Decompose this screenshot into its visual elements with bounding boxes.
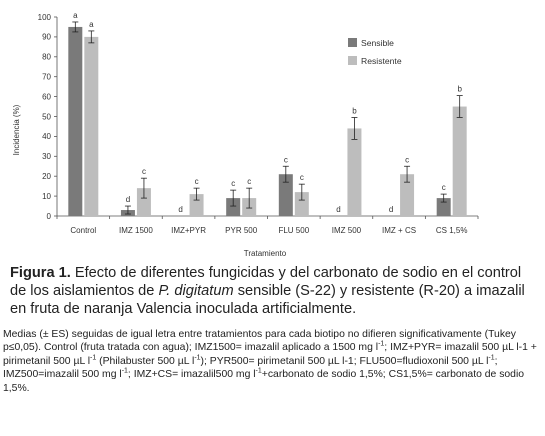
x-axis: Control IMZ 1500 IMZ+PYR PYR 500 FLU 500 IMZ …	[56, 215, 479, 235]
x-axis-label: Tratamiento	[244, 249, 287, 258]
bars: a d d c c d d c a c c c c b c b	[68, 11, 467, 217]
legend-label: Sensible	[361, 38, 394, 48]
y-tick-label: 80	[42, 53, 51, 62]
x-tick-label: IMZ + CS	[382, 226, 416, 235]
significance-letter: c	[300, 173, 304, 182]
significance-letter: a	[73, 11, 78, 20]
significance-letter: c	[442, 183, 446, 192]
figure-notes: Medias (± ES) seguidas de igual letra en…	[3, 328, 539, 395]
legend-swatch	[348, 38, 357, 47]
y-tick-label: 60	[42, 92, 51, 101]
significance-letter: d	[389, 205, 393, 214]
x-tick-label: FLU 500	[278, 226, 309, 235]
legend-swatch	[348, 56, 357, 65]
x-tick-label: IMZ 1500	[119, 226, 153, 235]
y-tick-label: 20	[42, 172, 51, 181]
significance-letter: c	[284, 155, 288, 164]
notes-text-3: (Philabuster 500 µL l	[96, 355, 195, 367]
figure-caption: Figura 1. Efecto de diferentes fungicida…	[10, 264, 538, 318]
notes-sup: -1	[255, 367, 262, 375]
legend: Sensible Resistente	[348, 38, 402, 66]
caption-text-1: Efecto de diferentes fungicidas y del ca…	[10, 265, 522, 299]
x-tick-label: CS 1,5%	[436, 226, 468, 235]
notes-text-4: ); PYR500= pirimetanil 500 µL l-1; FLU50…	[200, 355, 489, 367]
notes-sup: -1	[488, 354, 495, 362]
bar-sensible	[68, 26, 83, 217]
significance-letter: c	[231, 179, 235, 188]
x-tick-label: IMZ 500	[332, 226, 362, 235]
notes-sup: -1	[378, 340, 385, 348]
x-tick-label: IMZ+PYR	[171, 226, 206, 235]
significance-letter: c	[247, 177, 251, 186]
notes-text-6: ; IMZ+CS= imazalil500 mg l	[127, 369, 256, 381]
bar-resistente	[452, 106, 467, 216]
y-tick-label: 30	[42, 152, 51, 161]
bar-resistente	[189, 194, 204, 216]
bar-resistente	[347, 128, 362, 216]
x-tick-label: PYR 500	[225, 226, 258, 235]
y-tick-label: 90	[42, 33, 51, 42]
bar-resistente	[294, 192, 309, 216]
y-axis: 0 10 20 30 40 50 60 70 80 90 100	[38, 13, 58, 221]
legend-label: Resistente	[361, 56, 402, 66]
significance-letter: d	[126, 195, 130, 204]
y-tick-label: 100	[38, 13, 52, 22]
significance-letter: c	[195, 177, 199, 186]
significance-letter: a	[89, 20, 94, 29]
significance-letter: c	[142, 167, 146, 176]
significance-letter: d	[178, 205, 182, 214]
y-tick-label: 0	[47, 212, 52, 221]
bar-sensible	[278, 174, 293, 216]
x-tick-label: Control	[70, 226, 96, 235]
notes-text-1: Medias (± ES) seguidas de igual letra en…	[3, 329, 516, 354]
notes-sup: -1	[121, 367, 128, 375]
notes-text-2: ; IMZ+PYR= imazalil 500 µL l-1 + pirimet…	[3, 342, 537, 367]
notes-sup: -1	[90, 354, 97, 362]
y-tick-label: 70	[42, 73, 51, 82]
incidence-bar-chart: 0 10 20 30 40 50 60 70 80 90 100 Control IMZ 1500 IM…	[12, 11, 479, 258]
bar-resistente	[136, 188, 151, 216]
significance-letter: c	[405, 155, 409, 164]
significance-letter: d	[336, 205, 340, 214]
bar-resistente	[84, 36, 99, 217]
significance-letter: b	[457, 85, 462, 94]
bar-sensible	[226, 198, 241, 216]
y-tick-label: 50	[42, 112, 51, 121]
caption-text-2: sensible (S-22) y resistente (R-20) a im…	[10, 283, 525, 317]
y-axis-label: Incidencia (%)	[12, 104, 21, 155]
caption-species: P. digitatum	[158, 283, 234, 299]
y-tick-label: 40	[42, 132, 51, 141]
notes-sup: -1	[194, 354, 201, 362]
figure-label: Figura 1.	[10, 265, 71, 281]
bar-resistente	[400, 174, 415, 216]
y-tick-label: 10	[42, 192, 51, 201]
significance-letter: b	[352, 106, 357, 115]
bar-sensible	[436, 198, 451, 216]
notes-text-7: +carbonato de sodio 1,5%; CS1,5%= carbon…	[3, 369, 525, 394]
notes-text-5: ; IMZ500=imazalil 500 mg l	[3, 355, 498, 381]
